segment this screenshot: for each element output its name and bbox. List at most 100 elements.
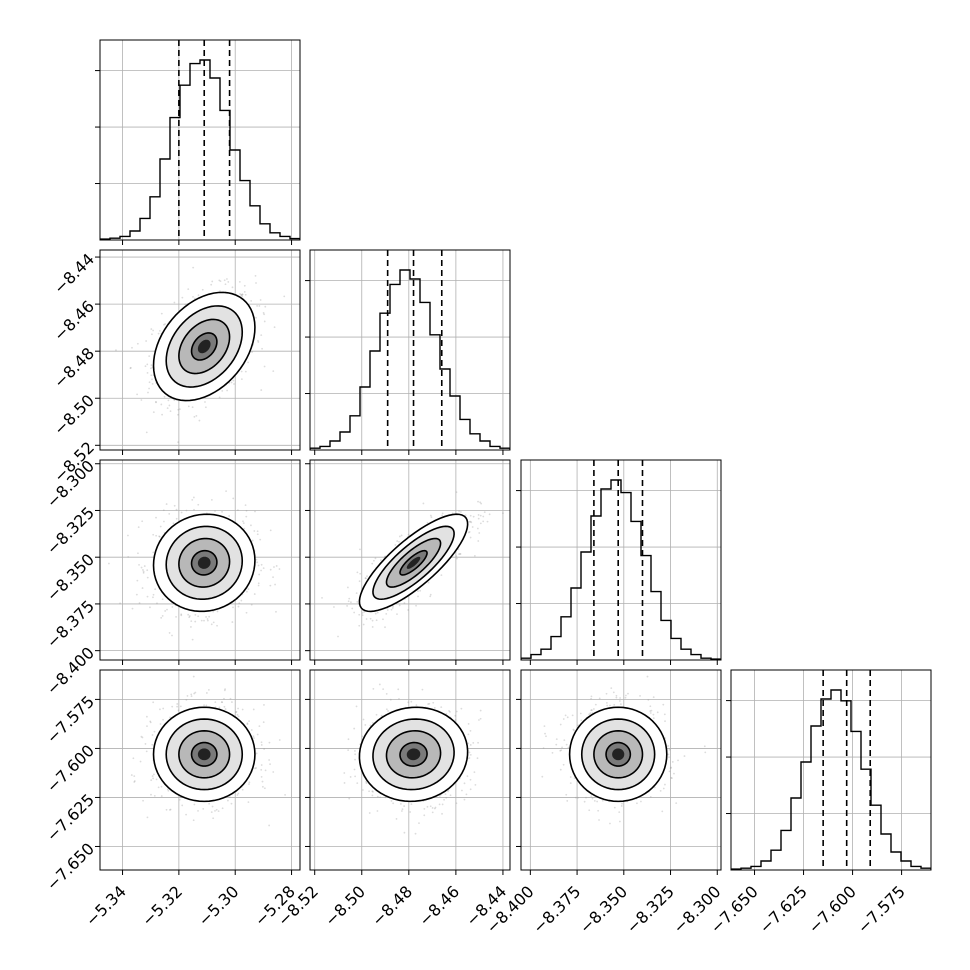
- point-1-0-759: [255, 316, 257, 319]
- point-3-2-96: [544, 732, 546, 735]
- point-3-1-330: [445, 796, 448, 799]
- point-2-0-469: [175, 517, 178, 520]
- point-2-0-532: [158, 535, 161, 538]
- point-3-2-607: [573, 777, 576, 780]
- contour-3-1-0: [358, 706, 469, 803]
- point-3-0-322: [278, 739, 281, 741]
- point-3-2-170: [667, 745, 670, 747]
- point-2-1-480: [422, 502, 425, 505]
- point-2-1-644: [371, 619, 374, 622]
- point-2-1-55: [486, 520, 489, 523]
- point-3-0-559: [162, 718, 164, 721]
- point-3-2-449: [675, 802, 678, 805]
- point-1-0-591: [150, 364, 153, 367]
- point-3-0-278: [139, 760, 142, 763]
- point-2-0-19: [146, 595, 149, 598]
- panel-2-1: [305, 459, 511, 665]
- point-3-0-614: [248, 781, 251, 784]
- point-2-0-306: [272, 576, 274, 579]
- point-1-0-167: [240, 293, 243, 296]
- point-2-0-248: [142, 570, 145, 573]
- point-3-1-732: [361, 735, 364, 738]
- panel-3-2: [516, 669, 722, 875]
- contour-3-0-3: [190, 741, 218, 767]
- point-3-0-807: [218, 706, 221, 709]
- point-3-0-863: [268, 741, 271, 744]
- point-2-1-189: [346, 586, 349, 589]
- point-3-1-167: [479, 717, 482, 720]
- point-2-0-519: [127, 534, 129, 537]
- point-3-1-5: [426, 805, 429, 808]
- point-2-0-462: [255, 558, 258, 561]
- point-1-0-285: [193, 415, 196, 418]
- point-3-2-833: [671, 777, 673, 779]
- point-1-0-79: [257, 339, 259, 342]
- point-3-1-317: [454, 714, 457, 717]
- point-1-0-5: [151, 378, 153, 381]
- point-3-1-209: [372, 790, 374, 793]
- point-3-1-43: [434, 806, 437, 809]
- frame-3-0: [99, 669, 301, 871]
- point-2-1-332: [363, 610, 366, 613]
- point-2-1-400: [417, 590, 419, 593]
- point-1-0-704: [160, 403, 163, 406]
- point-2-0-481: [205, 616, 207, 618]
- point-2-1-552: [477, 540, 480, 542]
- point-2-1-84: [396, 613, 398, 616]
- point-2-0-257: [243, 527, 246, 530]
- point-2-1-253: [426, 521, 429, 524]
- point-2-0-200: [180, 614, 183, 617]
- point-2-0-484: [191, 498, 194, 501]
- point-3-0-683: [253, 737, 255, 739]
- point-2-0-603: [275, 565, 278, 567]
- x-tick-label-1-3: −8.46: [415, 882, 463, 930]
- point-3-1-374: [362, 718, 365, 721]
- contour-2-0-3: [190, 549, 218, 576]
- point-3-1-664: [455, 710, 458, 713]
- point-2-0-711: [188, 615, 191, 617]
- panel-2-2: [516, 459, 722, 665]
- point-3-1-632: [368, 812, 371, 814]
- point-2-1-824: [347, 600, 350, 603]
- contour-2-0-0: [152, 513, 256, 613]
- point-3-0-99: [223, 689, 226, 692]
- point-3-1-808: [461, 789, 463, 792]
- point-3-2-397: [704, 751, 707, 754]
- point-3-0-187: [227, 799, 229, 802]
- point-1-0-761: [243, 284, 246, 287]
- point-3-1-278: [418, 822, 420, 825]
- point-2-1-437: [403, 602, 406, 604]
- point-1-0-94: [184, 303, 187, 306]
- point-2-0-646: [269, 568, 272, 571]
- point-3-1-195: [431, 811, 434, 814]
- point-3-2-474: [588, 713, 591, 716]
- point-1-0-554: [173, 399, 176, 402]
- point-1-0-565: [262, 311, 265, 314]
- point-3-0-329: [190, 693, 193, 696]
- panel-2-0: [95, 459, 301, 665]
- point-2-1-382: [473, 554, 476, 557]
- point-3-1-703: [423, 814, 426, 817]
- point-2-0-687: [256, 561, 259, 564]
- density-core-3-1: [406, 748, 421, 761]
- point-1-0-428: [241, 295, 244, 298]
- point-2-0-81: [127, 555, 130, 558]
- point-2-0-597: [143, 565, 146, 567]
- point-3-2-228: [703, 745, 706, 748]
- point-3-1-513: [433, 807, 436, 810]
- point-1-0-186: [247, 361, 249, 364]
- point-1-0-115: [163, 395, 166, 398]
- point-3-0-897: [255, 752, 258, 755]
- point-1-0-43: [244, 293, 247, 296]
- point-3-1-248: [365, 782, 368, 784]
- point-2-1-71: [472, 515, 475, 518]
- point-2-0-367: [231, 621, 234, 623]
- point-3-2-523: [649, 795, 652, 798]
- y-tick-label-3-3: −7.575: [43, 692, 98, 747]
- point-1-0-482: [146, 371, 149, 374]
- point-1-0-559: [163, 323, 165, 326]
- point-2-0-131: [159, 525, 162, 528]
- point-1-0-200: [201, 288, 204, 291]
- point-2-0-97: [212, 610, 215, 613]
- point-2-1-887: [374, 612, 377, 615]
